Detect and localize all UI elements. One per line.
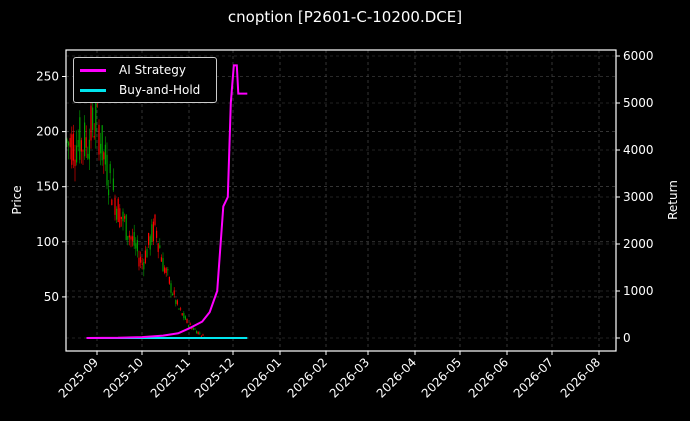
x-tick-label: 2025-11 — [148, 355, 193, 400]
y-axis-label-left: Price — [10, 185, 24, 214]
ai-strategy-line — [86, 64, 248, 339]
y-left-tick-label: 250 — [36, 70, 59, 84]
y-right-tick-label: 0 — [623, 331, 631, 345]
y-right-tick-label: 2000 — [623, 237, 654, 251]
y-left-tick-label: 150 — [36, 180, 59, 194]
y-left-tick-label: 200 — [36, 125, 59, 139]
x-tick-label: 2026-03 — [327, 355, 372, 400]
return-lines — [86, 64, 248, 339]
x-tick-label: 2026-08 — [558, 355, 603, 400]
legend-label: Buy-and-Hold — [119, 83, 201, 97]
x-tick-label: 2026-07 — [511, 355, 556, 400]
legend-label: AI Strategy — [119, 63, 186, 77]
y-right-tick-label: 1000 — [623, 284, 654, 298]
ai-strategy-line-icon — [80, 68, 106, 72]
candlesticks — [66, 79, 206, 339]
x-tick-label: 2025-09 — [56, 355, 101, 400]
plot-frame — [65, 49, 617, 352]
legend-item-buy-and-hold: Buy-and-Hold — [80, 81, 200, 99]
x-tick-label: 2025-12 — [192, 355, 237, 400]
y-left-tick-label: 100 — [36, 235, 59, 249]
y-right-tick-label: 3000 — [623, 190, 654, 204]
buy-and-hold-line-icon — [80, 88, 106, 92]
x-tick-label: 2026-05 — [419, 355, 464, 400]
y-right-tick-label: 5000 — [623, 96, 654, 110]
x-tick-label: 2026-06 — [466, 355, 511, 400]
chart-title: cnoption [P2601-C-10200.DCE] — [227, 8, 463, 26]
x-tick-label: 2025-10 — [101, 355, 146, 400]
legend: AI Strategy Buy-and-Hold — [73, 57, 217, 103]
x-tick-label: 2026-01 — [239, 355, 284, 400]
y-left-tick-label: 50 — [44, 290, 59, 304]
legend-item-ai-strategy: AI Strategy — [80, 61, 186, 79]
y-right-tick-label: 6000 — [623, 49, 654, 63]
y-axis-label-right: Return — [666, 180, 680, 220]
y-right-tick-label: 4000 — [623, 143, 654, 157]
x-tick-label: 2026-02 — [285, 355, 330, 400]
x-tick-label: 2026-04 — [374, 355, 419, 400]
